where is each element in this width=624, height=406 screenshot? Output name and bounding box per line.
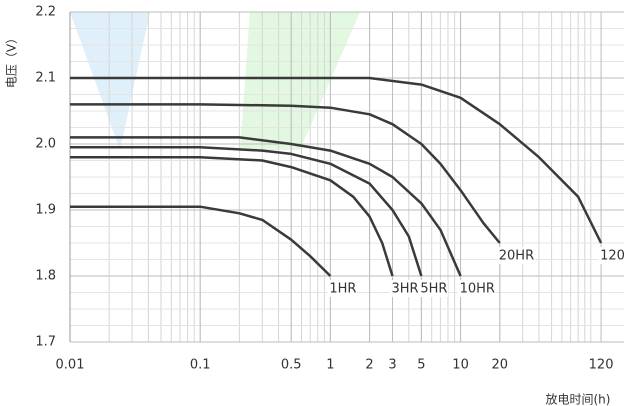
x-tick-label: 5 (417, 358, 425, 373)
x-tick-label: 3 (388, 358, 396, 373)
label-bg (496, 247, 535, 264)
y-tick-label: 2.2 (35, 5, 56, 20)
label-bg (389, 280, 419, 297)
series-label: 10HR (460, 282, 495, 297)
x-tick-label: 20 (491, 358, 508, 373)
y-tick-label: 1.7 (35, 335, 56, 350)
x-axis-label: 放电时间(h) (546, 392, 611, 406)
series-label: 1HR (329, 282, 356, 297)
x-tick-label: 0.1 (190, 358, 211, 373)
line (70, 205, 332, 277)
label-bg (457, 280, 496, 297)
series-label: 120HR (600, 249, 624, 264)
line (70, 103, 501, 244)
y-tick-label: 1.9 (35, 203, 56, 218)
label-bg (598, 247, 624, 264)
line (70, 155, 394, 277)
x-tick-label: 0.01 (56, 358, 85, 373)
series-label: 3HR (391, 282, 418, 297)
series-label: 5HR (420, 282, 447, 297)
watermark (240, 12, 360, 150)
y-tick-label: 2.1 (35, 71, 56, 86)
y-tick-label: 2.0 (35, 137, 56, 152)
x-tick-label: 2 (365, 358, 373, 373)
x-tick-label: 120 (589, 358, 614, 373)
line (70, 136, 462, 277)
y-tick-label: 1.8 (35, 269, 56, 284)
x-tick-label: 10 (452, 358, 469, 373)
label-bg (327, 280, 357, 297)
x-tick-label: 0.5 (281, 358, 302, 373)
y-axis-label: 电压（V） (5, 32, 19, 88)
line (70, 76, 603, 244)
line (70, 146, 423, 277)
series-label: 20HR (499, 249, 534, 264)
watermark (70, 12, 150, 150)
x-tick-label: 1 (326, 358, 334, 373)
label-bg (418, 280, 448, 297)
